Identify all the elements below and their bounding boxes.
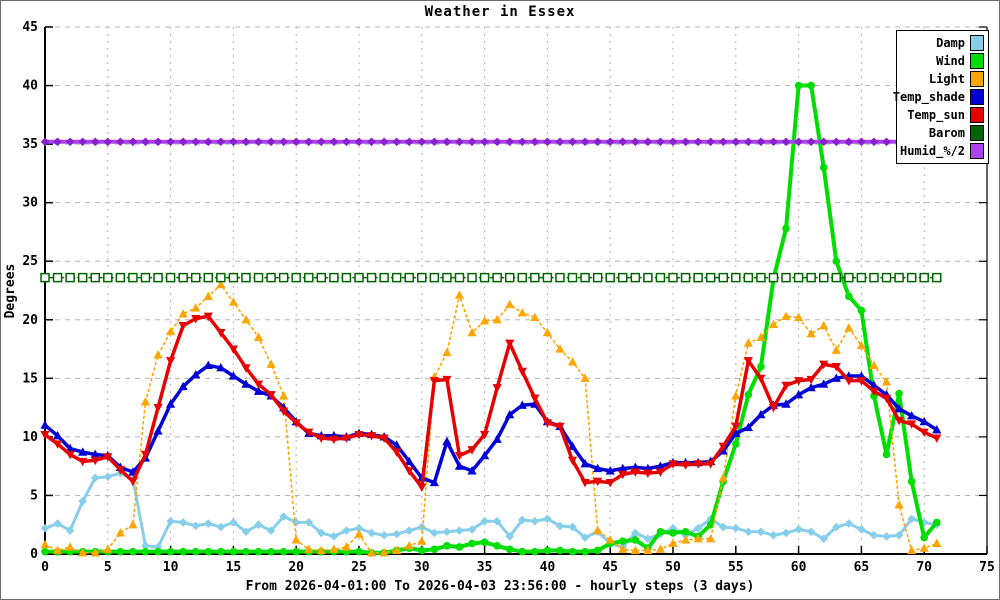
chart-title: Weather in Essex	[424, 4, 576, 20]
x-axis-footer-label: From 2026-04-01:00 To 2026-04-03 23:56:0…	[245, 579, 755, 594]
legend: Damp Wind Light Temp_shade Temp_sun Baro…	[893, 30, 989, 164]
x-tick-label: 30	[414, 560, 430, 575]
y-tick-label: 20	[22, 313, 38, 328]
x-tick-label: 60	[791, 560, 807, 575]
legend-item-barom: Barom	[897, 124, 984, 142]
y-tick-label: 5	[30, 488, 38, 503]
legend-item-humid: Humid_%/2	[897, 142, 984, 160]
legend-swatch-damp	[970, 35, 984, 51]
legend-swatch-wind	[970, 53, 984, 69]
y-tick-label: 15	[22, 371, 38, 386]
series-damp	[40, 468, 942, 552]
series-barom	[40, 272, 942, 283]
x-tick-label: 50	[665, 560, 681, 575]
series-light	[40, 279, 942, 557]
y-tick-label: 25	[22, 254, 38, 269]
legend-label-barom: Barom	[928, 126, 965, 140]
legend-label-temp-shade: Temp_shade	[892, 90, 965, 104]
legend-label-light: Light	[928, 72, 965, 86]
legend-swatch-temp-shade	[970, 89, 984, 105]
x-tick-label: 70	[916, 560, 932, 575]
legend-label-humid: Humid_%/2	[899, 144, 965, 158]
x-tick-label: 15	[226, 560, 242, 575]
x-tick-label: 20	[288, 560, 304, 575]
legend-swatch-barom	[970, 125, 984, 141]
series-humid-2	[40, 137, 942, 147]
y-tick-label: 10	[22, 430, 38, 445]
x-tick-label: 40	[540, 560, 556, 575]
y-tick-label: 45	[22, 20, 38, 35]
legend-swatch-light	[970, 71, 984, 87]
legend-label-wind: Wind	[936, 54, 965, 68]
y-tick-label: 35	[22, 137, 38, 152]
legend-item-damp: Damp	[897, 34, 984, 52]
x-tick-label: 35	[477, 560, 493, 575]
legend-swatch-humid	[970, 143, 984, 159]
legend-item-light: Light	[897, 70, 984, 88]
y-tick-label: 0	[30, 547, 38, 562]
x-tick-label: 45	[602, 560, 618, 575]
x-tick-label: 25	[351, 560, 367, 575]
legend-item-temp-shade: Temp_shade	[893, 88, 984, 106]
x-tick-label: 55	[728, 560, 744, 575]
legend-label-damp: Damp	[936, 36, 965, 50]
legend-item-wind: Wind	[897, 52, 984, 70]
series-temp-sun	[40, 312, 942, 493]
x-tick-labels: 0 5 10 15 20 25 30 35 40 45 50 55 60 65 70 75	[41, 560, 995, 575]
series-wind	[41, 81, 941, 557]
x-tick-label: 5	[104, 560, 112, 575]
x-tick-label: 75	[979, 560, 995, 575]
y-tick-label: 30	[22, 196, 38, 211]
legend-item-temp-sun: Temp_sun	[897, 106, 984, 124]
legend-swatch-temp-sun	[970, 107, 984, 123]
x-tick-label: 65	[854, 560, 870, 575]
x-tick-label: 0	[41, 560, 49, 575]
legend-label-temp-sun: Temp_sun	[907, 108, 965, 122]
x-tick-label: 10	[163, 560, 179, 575]
y-tick-labels: 0 5 10 15 20 25 30 35 40 45	[22, 20, 38, 562]
y-tick-label: 40	[22, 79, 38, 94]
